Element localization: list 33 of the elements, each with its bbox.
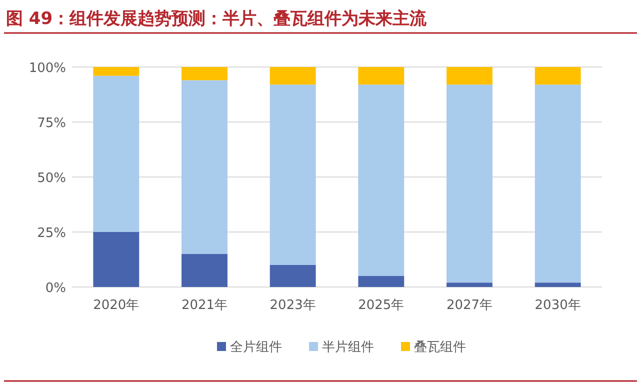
bar	[93, 76, 140, 232]
x-tick-label: 2020年	[93, 298, 140, 313]
bar	[270, 265, 316, 287]
bar	[182, 254, 228, 287]
x-tick-label: 2027年	[446, 298, 493, 313]
bar	[358, 67, 404, 85]
bar	[446, 84, 492, 283]
legend-label: 全片组件	[230, 340, 282, 355]
bar	[446, 67, 492, 85]
bar	[446, 282, 492, 287]
bar	[534, 282, 581, 287]
x-tick-label: 2023年	[270, 298, 316, 313]
chart-title: 图 49：组件发展趋势预测：半片、叠瓦组件为未来主流	[6, 9, 428, 29]
y-tick-label: 100%	[28, 61, 66, 76]
legend-label: 叠瓦组件	[414, 340, 466, 355]
bar	[358, 84, 404, 276]
bar	[182, 67, 228, 80]
bar	[182, 80, 228, 254]
bar	[358, 276, 404, 287]
y-tick-label: 0%	[45, 281, 66, 296]
x-tick-label: 2030年	[534, 298, 581, 313]
bar	[534, 84, 581, 283]
bar	[93, 67, 140, 76]
y-tick-label: 25%	[37, 226, 66, 241]
bar	[270, 84, 316, 265]
x-tick-label: 2025年	[358, 298, 404, 313]
bar	[534, 67, 581, 85]
bar	[270, 67, 316, 85]
x-tick-label: 2021年	[181, 298, 228, 313]
bar	[93, 232, 140, 287]
y-tick-label: 50%	[37, 171, 66, 186]
legend-label: 半片组件	[322, 340, 374, 355]
y-tick-label: 75%	[37, 116, 66, 131]
